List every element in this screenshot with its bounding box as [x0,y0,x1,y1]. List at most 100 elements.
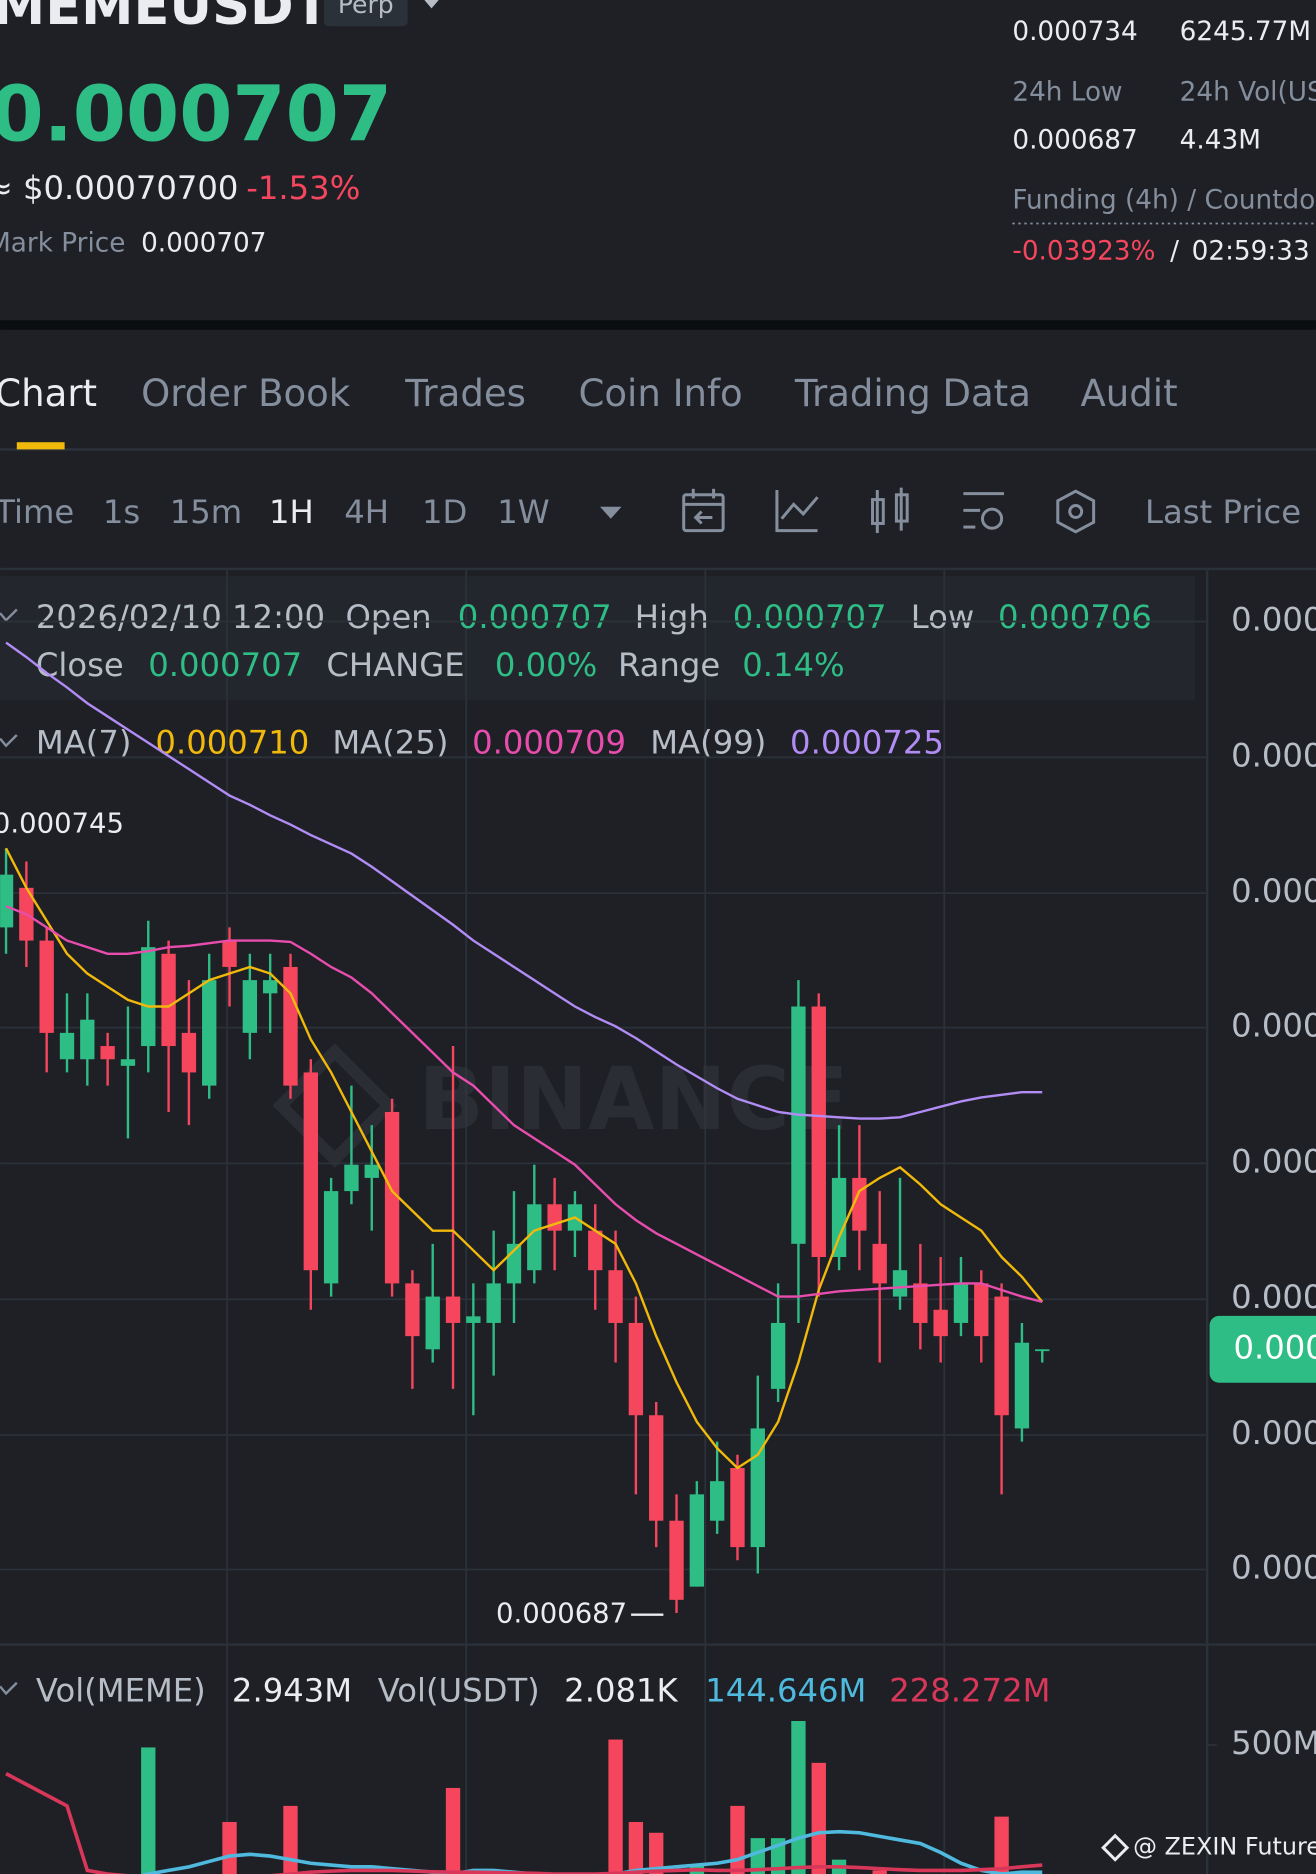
info-value: 0.00% [495,646,597,684]
volume-plot [5,1721,1043,1874]
change-pct: -1.53% [246,169,360,207]
candle-body [852,1177,867,1231]
volume-bar [222,1822,237,1874]
active-tab-indicator [16,442,65,450]
candle-body [344,1164,359,1192]
candle-body [649,1415,664,1521]
chart-type-icon[interactable] [871,487,909,534]
funding-rate: -0.03923% [1012,237,1155,267]
time-grid [226,570,946,1874]
low-annotation: 0.000687 [496,1598,627,1630]
info-label: CHANGE [326,646,464,684]
vol-24h: 4.43M [1180,126,1261,156]
y-tick-label: 0.000 [1231,736,1316,774]
candle-body [100,1046,115,1060]
info-label: High [635,598,709,636]
candle-body [384,1111,400,1284]
price-grid [0,620,1208,1571]
candle-body [933,1309,948,1337]
price-badge-label: 0.000 [1233,1328,1316,1366]
funding-label[interactable]: Funding (4h) / Countdo [1012,185,1315,215]
volume-bar [445,1787,461,1874]
candle-body [181,1032,197,1073]
info-box [0,576,1196,701]
interval[interactable]: 1W [497,493,549,531]
toolbar: Time 1s 15m 1H 4H 1D 1W Last Price [0,493,1301,531]
candle-body [1035,1349,1050,1352]
info-value: 0.000707 [148,646,302,684]
tab[interactable]: Audit [1080,372,1177,415]
candle-body [141,947,156,1047]
volume-bar [283,1805,298,1874]
ma-value: 0.000725 [790,724,944,762]
more-intervals[interactable] [600,506,622,519]
tab[interactable]: Trading Data [794,372,1031,415]
volume-bar [791,1721,806,1874]
info-value: 0.000707 [458,598,612,636]
candle-body [445,1296,461,1323]
candle-body [80,1019,95,1060]
tab[interactable]: Coin Info [579,372,743,415]
interval[interactable]: 1s [103,493,140,531]
info-value: 0.000707 [733,598,887,636]
interval[interactable]: 15m [170,493,242,531]
y-tick-label: 0.000 [1231,872,1316,910]
volume-bar [141,1747,156,1874]
candle-body [161,953,176,1047]
collapse-toggle[interactable] [0,734,18,748]
ma-value: 0.000710 [155,724,309,762]
settings-icon[interactable] [963,492,1004,530]
interval[interactable]: Time [0,493,74,531]
mark-price-label: Mark Price [0,228,125,258]
last-price: 0.000707 [0,70,392,159]
tab[interactable]: Trades [404,372,526,415]
ma-name: MA(99) [650,724,766,762]
interval[interactable]: 4H [344,493,389,531]
date-range-icon[interactable] [682,488,725,533]
tabs: Chart Order Book Trades Coin Info Tradin… [0,372,1178,415]
price-type[interactable]: Last Price [1145,493,1301,531]
ma-legend: MA(7) 0.000710 MA(25) 0.000709 MA(99) 0.… [36,724,944,762]
ma-line [5,641,1043,1120]
volume-bar [649,1832,664,1874]
volume-bar [628,1822,644,1874]
collapse-toggle[interactable] [0,608,18,623]
candle-body [364,1164,379,1178]
high-annotation: 0.000745 [0,808,124,840]
indicator-icon[interactable] [775,490,819,533]
info-label: Low [911,598,975,636]
candle-body [831,1177,847,1258]
layout-icon[interactable] [1056,489,1096,534]
ma-name: MA(7) [36,724,132,762]
candle-body [689,1494,705,1587]
interval[interactable]: 1H [269,493,314,531]
vol-value: 2.943M [232,1671,352,1709]
volume-legend: Vol(MEME) 2.943M Vol(USDT) 2.081K 144.64… [36,1671,1051,1709]
candle-body [486,1283,501,1323]
candle-body [913,1283,928,1323]
symbol-dropdown[interactable] [424,0,439,9]
candle-body [994,1296,1009,1416]
ohlc-info: 2026/02/10 12:00 Open 0.000707 High 0.00… [36,598,1152,684]
candle-body [872,1243,887,1284]
candle-body [608,1270,623,1323]
candle-body [242,980,258,1033]
candle-body [628,1322,644,1416]
candle-body [974,1283,989,1337]
collapse-toggle[interactable] [0,1681,18,1696]
watermark-text: BINANCE [418,1050,848,1150]
ma-value: 0.000709 [472,724,626,762]
watermark: BINANCE [272,1043,849,1168]
tab[interactable]: Chart [0,372,97,415]
candle-body [202,980,217,1086]
credit: @ ZEXIN Future [1101,1833,1316,1862]
tab[interactable]: Order Book [141,372,351,415]
price-plot [0,641,1050,1614]
watermark-logo [272,1043,397,1168]
y-tick-label: 0.000 [1231,1142,1316,1180]
y-tick-label: 0.000 [1231,1414,1316,1452]
price-axis: 0.000 0.000 0.000 0.000 0.000 0.000 0.000 0.000… [1209,601,1316,1587]
low-24h-label: 24h Low [1012,78,1122,108]
interval[interactable]: 1D [422,493,467,531]
